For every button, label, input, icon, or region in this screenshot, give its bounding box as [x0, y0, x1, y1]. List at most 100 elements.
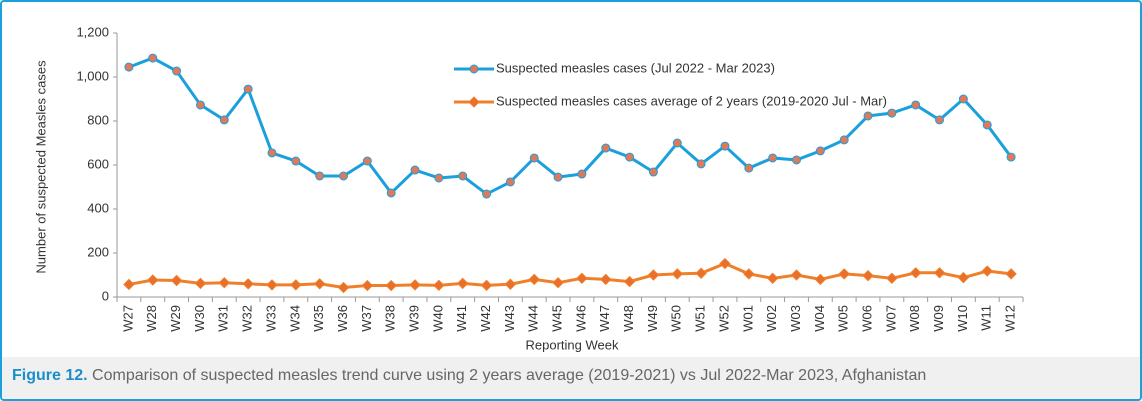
x-tick-label: W47 — [597, 305, 612, 332]
x-tick-label: W29 — [168, 305, 183, 332]
x-tick-label: W08 — [907, 305, 922, 332]
point — [625, 152, 635, 162]
x-tick-label: W30 — [192, 305, 207, 332]
point — [528, 273, 540, 286]
point — [434, 173, 444, 183]
y-axis-label: Number of suspected Measles cases — [33, 60, 48, 274]
point — [313, 278, 326, 290]
point — [719, 257, 731, 270]
point — [123, 278, 135, 291]
series-line — [128, 56, 1013, 196]
point — [469, 64, 479, 74]
point — [957, 271, 970, 284]
point — [911, 100, 921, 110]
point — [648, 167, 658, 177]
y-tick-label: 800 — [87, 112, 109, 127]
chart: Number of suspected Measles cases Report… — [33, 24, 1024, 352]
x-tick-label: W38 — [383, 305, 398, 332]
point — [386, 188, 396, 198]
x-tick-label: W37 — [359, 305, 374, 332]
x-tick-label: W01 — [740, 305, 755, 332]
x-tick-label: W10 — [955, 305, 970, 332]
point — [172, 66, 182, 76]
point — [671, 268, 683, 280]
series-line — [128, 261, 1012, 290]
x-tick-label: W51 — [693, 305, 708, 332]
point — [792, 155, 801, 165]
point — [981, 265, 993, 277]
point — [601, 143, 611, 153]
x-tick-label: W33 — [263, 305, 278, 332]
x-tick-label: W09 — [931, 305, 946, 332]
point — [218, 276, 230, 289]
point — [768, 153, 778, 163]
legend-label: Suspected measles cases (Jul 2022 - Mar … — [496, 60, 775, 75]
point — [886, 272, 898, 285]
point — [290, 279, 302, 291]
x-tick-label: W49 — [645, 305, 660, 332]
x-tick-label: W44 — [526, 305, 541, 332]
point — [243, 84, 253, 94]
point — [910, 267, 922, 279]
point — [361, 279, 374, 292]
point — [863, 111, 873, 121]
point — [815, 146, 825, 156]
point — [504, 278, 517, 290]
x-tick-label: W31 — [216, 305, 231, 332]
point — [838, 268, 850, 280]
point — [529, 153, 539, 163]
point — [695, 267, 707, 279]
point — [457, 277, 469, 290]
point — [623, 275, 636, 288]
point — [720, 141, 730, 151]
x-tick-label: W35 — [311, 305, 326, 332]
point — [576, 272, 588, 285]
x-tick-label: W52 — [716, 305, 731, 332]
point — [743, 268, 755, 280]
x-tick-label: W07 — [883, 305, 898, 332]
y-tick-label: 600 — [87, 156, 109, 171]
point — [696, 159, 706, 169]
point — [468, 96, 480, 108]
point — [170, 274, 183, 287]
x-tick-label: W12 — [1003, 305, 1018, 332]
point — [600, 273, 612, 286]
point — [267, 148, 277, 158]
point — [935, 115, 945, 125]
point — [480, 279, 493, 292]
x-tick-label: W11 — [979, 305, 994, 331]
point — [337, 281, 350, 294]
x-tick-label: W27 — [120, 305, 135, 332]
x-tick-label: W45 — [550, 305, 565, 332]
point — [266, 279, 278, 291]
x-tick-label: W42 — [478, 305, 493, 332]
point — [362, 156, 372, 166]
point — [339, 171, 348, 181]
point — [194, 277, 207, 290]
point — [291, 156, 301, 166]
point — [647, 269, 660, 281]
x-axis-label: Reporting Week — [526, 337, 619, 352]
x-tick-label: W06 — [859, 305, 874, 332]
point — [958, 94, 968, 104]
x-tick-label: W04 — [812, 305, 827, 332]
x-tick-label: W28 — [144, 305, 159, 332]
point — [195, 100, 205, 110]
point — [409, 279, 421, 291]
y-tick-label: 400 — [87, 200, 109, 215]
point — [814, 273, 827, 286]
x-tick-label: W46 — [573, 305, 588, 332]
x-tick-label: W03 — [788, 305, 803, 332]
point — [385, 279, 397, 292]
x-tick-label: W40 — [430, 305, 445, 332]
point — [839, 135, 849, 145]
point — [862, 269, 874, 282]
point — [672, 138, 682, 148]
x-tick-label: W36 — [335, 305, 350, 332]
x-tick-label: W05 — [836, 305, 851, 332]
point — [148, 53, 158, 63]
point — [219, 115, 229, 125]
x-tick-label: W34 — [287, 305, 302, 332]
x-tick-label: W02 — [764, 305, 779, 332]
y-tick-label: 1,000 — [76, 68, 109, 83]
